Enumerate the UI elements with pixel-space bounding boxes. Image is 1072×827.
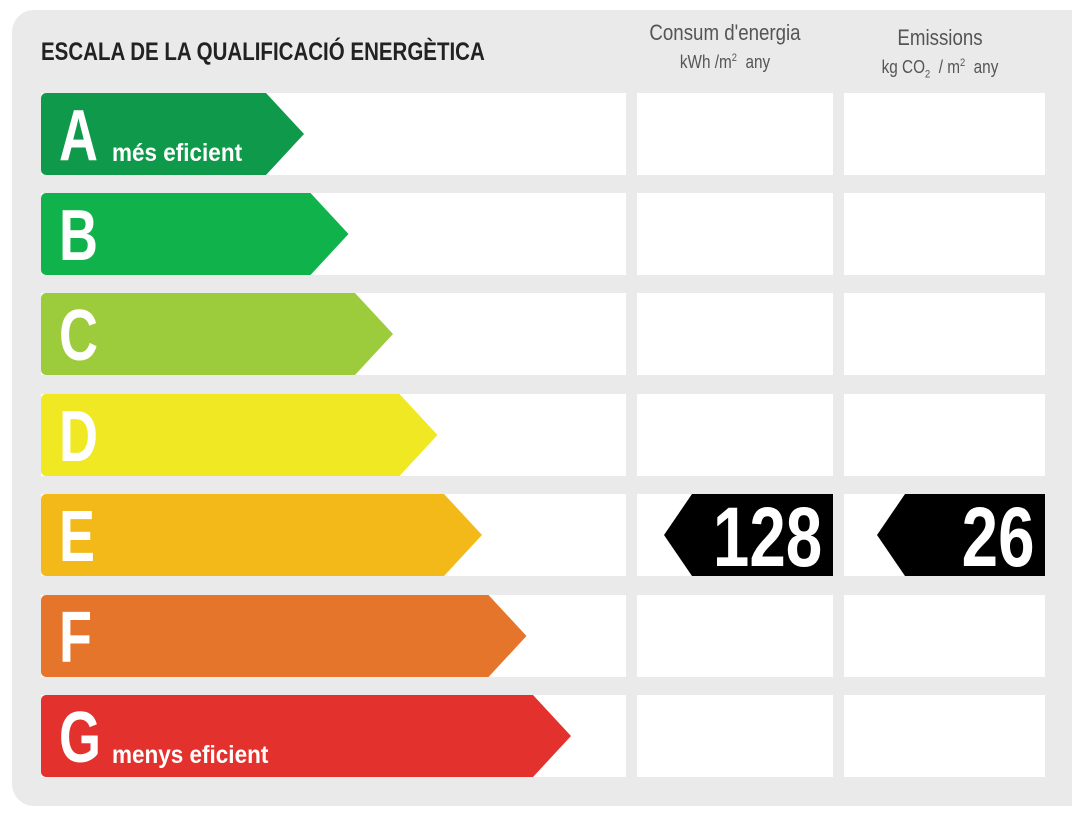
emissions-value-badge: 26 [877, 494, 1045, 576]
energy-cell [637, 93, 833, 175]
rating-caption: més eficient [112, 139, 243, 167]
energy-unit: kWh /m2 any [679, 52, 771, 72]
rating-arrow-e: E [41, 494, 482, 576]
energy-header-label: Consum d'energia [649, 20, 801, 45]
rating-letter: C [59, 296, 98, 376]
rating-row-b: B [41, 193, 626, 275]
emissions-value: 26 [961, 490, 1035, 584]
energy-cell [637, 293, 833, 375]
emissions-header-label: Emissions [897, 25, 983, 50]
rating-letter: A [59, 96, 98, 176]
energy-cell [637, 695, 833, 777]
energy-cell [637, 193, 833, 275]
energy-cell: 128 [637, 494, 833, 576]
rating-letter: E [59, 497, 96, 577]
rating-row-e: E [41, 494, 626, 576]
energy-value-badge: 128 [664, 494, 833, 576]
energy-column-header: Consum d'energia kWh /m2 any [644, 20, 806, 73]
rating-row-f: F [41, 595, 626, 677]
emissions-cell [844, 193, 1045, 275]
rating-row-c: C [41, 293, 626, 375]
energy-cell [637, 394, 833, 476]
emissions-unit: kg CO2 / m2 any [881, 57, 999, 81]
emissions-cell: 26 [844, 494, 1045, 576]
emissions-cell [844, 93, 1045, 175]
rating-arrow-f: F [41, 595, 527, 677]
energy-cell [637, 595, 833, 677]
rating-letter: G [59, 698, 102, 778]
rating-row-d: D [41, 394, 626, 476]
rating-letter: F [59, 598, 92, 678]
rating-letter: B [59, 196, 98, 276]
rating-arrow-d: D [41, 394, 438, 476]
rating-arrow-c: C [41, 293, 393, 375]
rating-arrow-b: B [41, 193, 349, 275]
rating-letter: D [59, 397, 98, 477]
rating-caption: menys eficient [112, 741, 269, 769]
emissions-column-header: Emissions kg CO2 / m2 any [859, 25, 1021, 81]
emissions-cell [844, 595, 1045, 677]
emissions-cell [844, 293, 1045, 375]
label-title: ESCALA DE LA QUALIFICACIÓ ENERGÈTICA [41, 38, 485, 66]
energy-value: 128 [712, 490, 823, 584]
emissions-cell [844, 695, 1045, 777]
emissions-cell [844, 394, 1045, 476]
